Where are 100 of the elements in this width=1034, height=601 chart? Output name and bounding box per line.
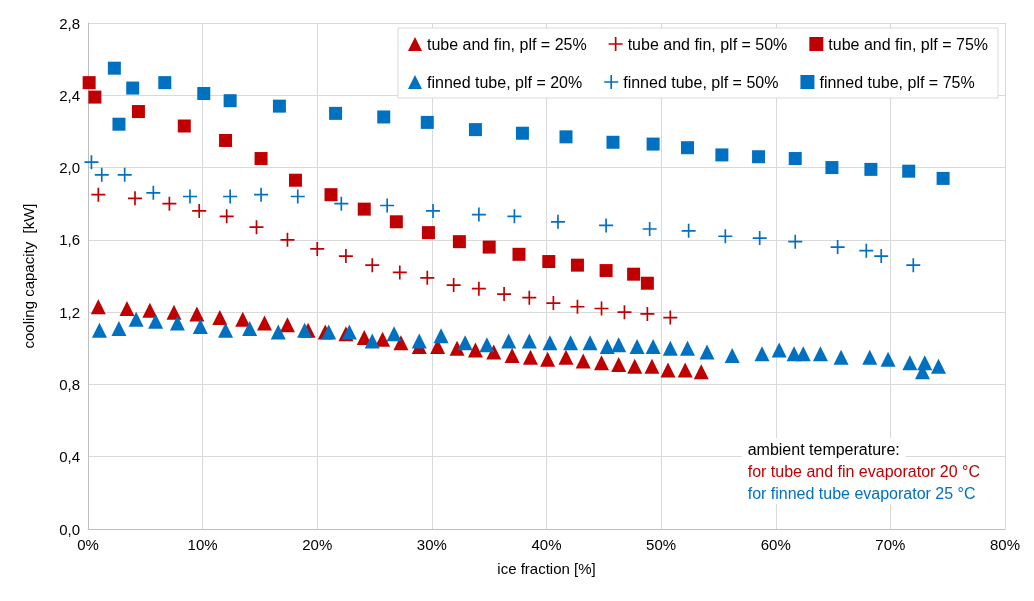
- point: [825, 161, 839, 175]
- point: [906, 258, 921, 273]
- y-tick-label: 0,0: [59, 520, 80, 538]
- point: [550, 214, 565, 229]
- point: [931, 358, 947, 374]
- point: [142, 302, 158, 318]
- point: [131, 105, 145, 119]
- y-tick-label: 1,6: [59, 231, 80, 249]
- point: [162, 196, 177, 211]
- x-tick-label: 60%: [760, 536, 791, 553]
- point: [752, 150, 766, 164]
- point: [249, 220, 264, 235]
- point: [570, 299, 585, 314]
- point: [128, 311, 144, 327]
- point: [497, 287, 512, 302]
- legend-label: finned tube, plf = 20%: [426, 73, 583, 91]
- point: [570, 258, 584, 272]
- point: [146, 185, 161, 200]
- point: [452, 235, 466, 249]
- point: [321, 324, 337, 340]
- point: [88, 90, 102, 104]
- point: [446, 278, 461, 293]
- legend-label: tube and fin, plf = 25%: [426, 35, 587, 53]
- point: [936, 171, 950, 185]
- point: [218, 322, 234, 338]
- point: [862, 349, 878, 365]
- point: [512, 247, 526, 261]
- point: [449, 340, 465, 356]
- point: [902, 355, 918, 371]
- point: [642, 222, 657, 237]
- point: [611, 337, 627, 353]
- point: [219, 133, 233, 147]
- y-axis-title: cooling capacity [kW]: [20, 203, 37, 349]
- legend-label: tube and fin, plf = 50%: [627, 35, 788, 53]
- point: [788, 152, 802, 166]
- point: [467, 342, 483, 358]
- point: [212, 310, 228, 326]
- annotation: for finned tube evaporator 25 °C: [747, 484, 976, 502]
- point: [874, 249, 889, 264]
- point: [563, 335, 579, 351]
- legend-label: finned tube, plf = 75%: [819, 73, 975, 91]
- point: [290, 189, 305, 204]
- y-tick-label: 0,4: [59, 448, 80, 466]
- point: [235, 311, 251, 327]
- point: [611, 357, 627, 373]
- point: [715, 148, 729, 162]
- point: [662, 340, 678, 356]
- point: [433, 328, 449, 344]
- point: [812, 346, 828, 362]
- point: [426, 203, 441, 218]
- point: [795, 346, 811, 362]
- point: [880, 351, 896, 367]
- point: [521, 333, 537, 349]
- point: [242, 320, 258, 336]
- point: [148, 313, 164, 329]
- point: [334, 196, 349, 211]
- point: [90, 299, 106, 315]
- point: [504, 348, 520, 364]
- point: [558, 349, 574, 365]
- point: [645, 338, 661, 354]
- point: [859, 243, 874, 258]
- point: [680, 141, 694, 155]
- point: [288, 173, 302, 187]
- point: [279, 317, 295, 333]
- point: [375, 331, 391, 347]
- point: [599, 218, 614, 233]
- point: [169, 315, 185, 331]
- x-tick-label: 70%: [875, 536, 906, 553]
- annotation: for tube and fin evaporator 20 °C: [747, 462, 981, 480]
- point: [324, 188, 338, 202]
- point: [754, 346, 770, 362]
- point: [254, 152, 268, 166]
- point: [542, 255, 556, 269]
- point: [542, 335, 558, 351]
- point: [640, 276, 654, 290]
- point: [606, 135, 620, 149]
- point: [677, 362, 693, 378]
- point: [699, 344, 715, 360]
- y-tick-label: 1,2: [59, 303, 80, 321]
- point: [421, 226, 435, 240]
- point: [660, 362, 676, 378]
- point: [91, 187, 106, 202]
- point: [158, 76, 172, 90]
- y-tick-label: 2,0: [59, 159, 80, 177]
- point: [392, 265, 407, 280]
- point: [771, 342, 787, 358]
- point: [599, 338, 615, 354]
- point: [471, 281, 486, 296]
- point: [646, 137, 660, 151]
- point: [627, 358, 643, 374]
- point: [112, 117, 126, 131]
- point: [724, 348, 740, 364]
- point: [718, 229, 733, 244]
- point: [270, 324, 286, 340]
- point: [559, 130, 573, 144]
- point: [365, 258, 380, 273]
- point: [902, 164, 916, 178]
- point: [357, 202, 371, 216]
- point: [515, 126, 529, 140]
- y-tick-label: 2,8: [59, 14, 80, 32]
